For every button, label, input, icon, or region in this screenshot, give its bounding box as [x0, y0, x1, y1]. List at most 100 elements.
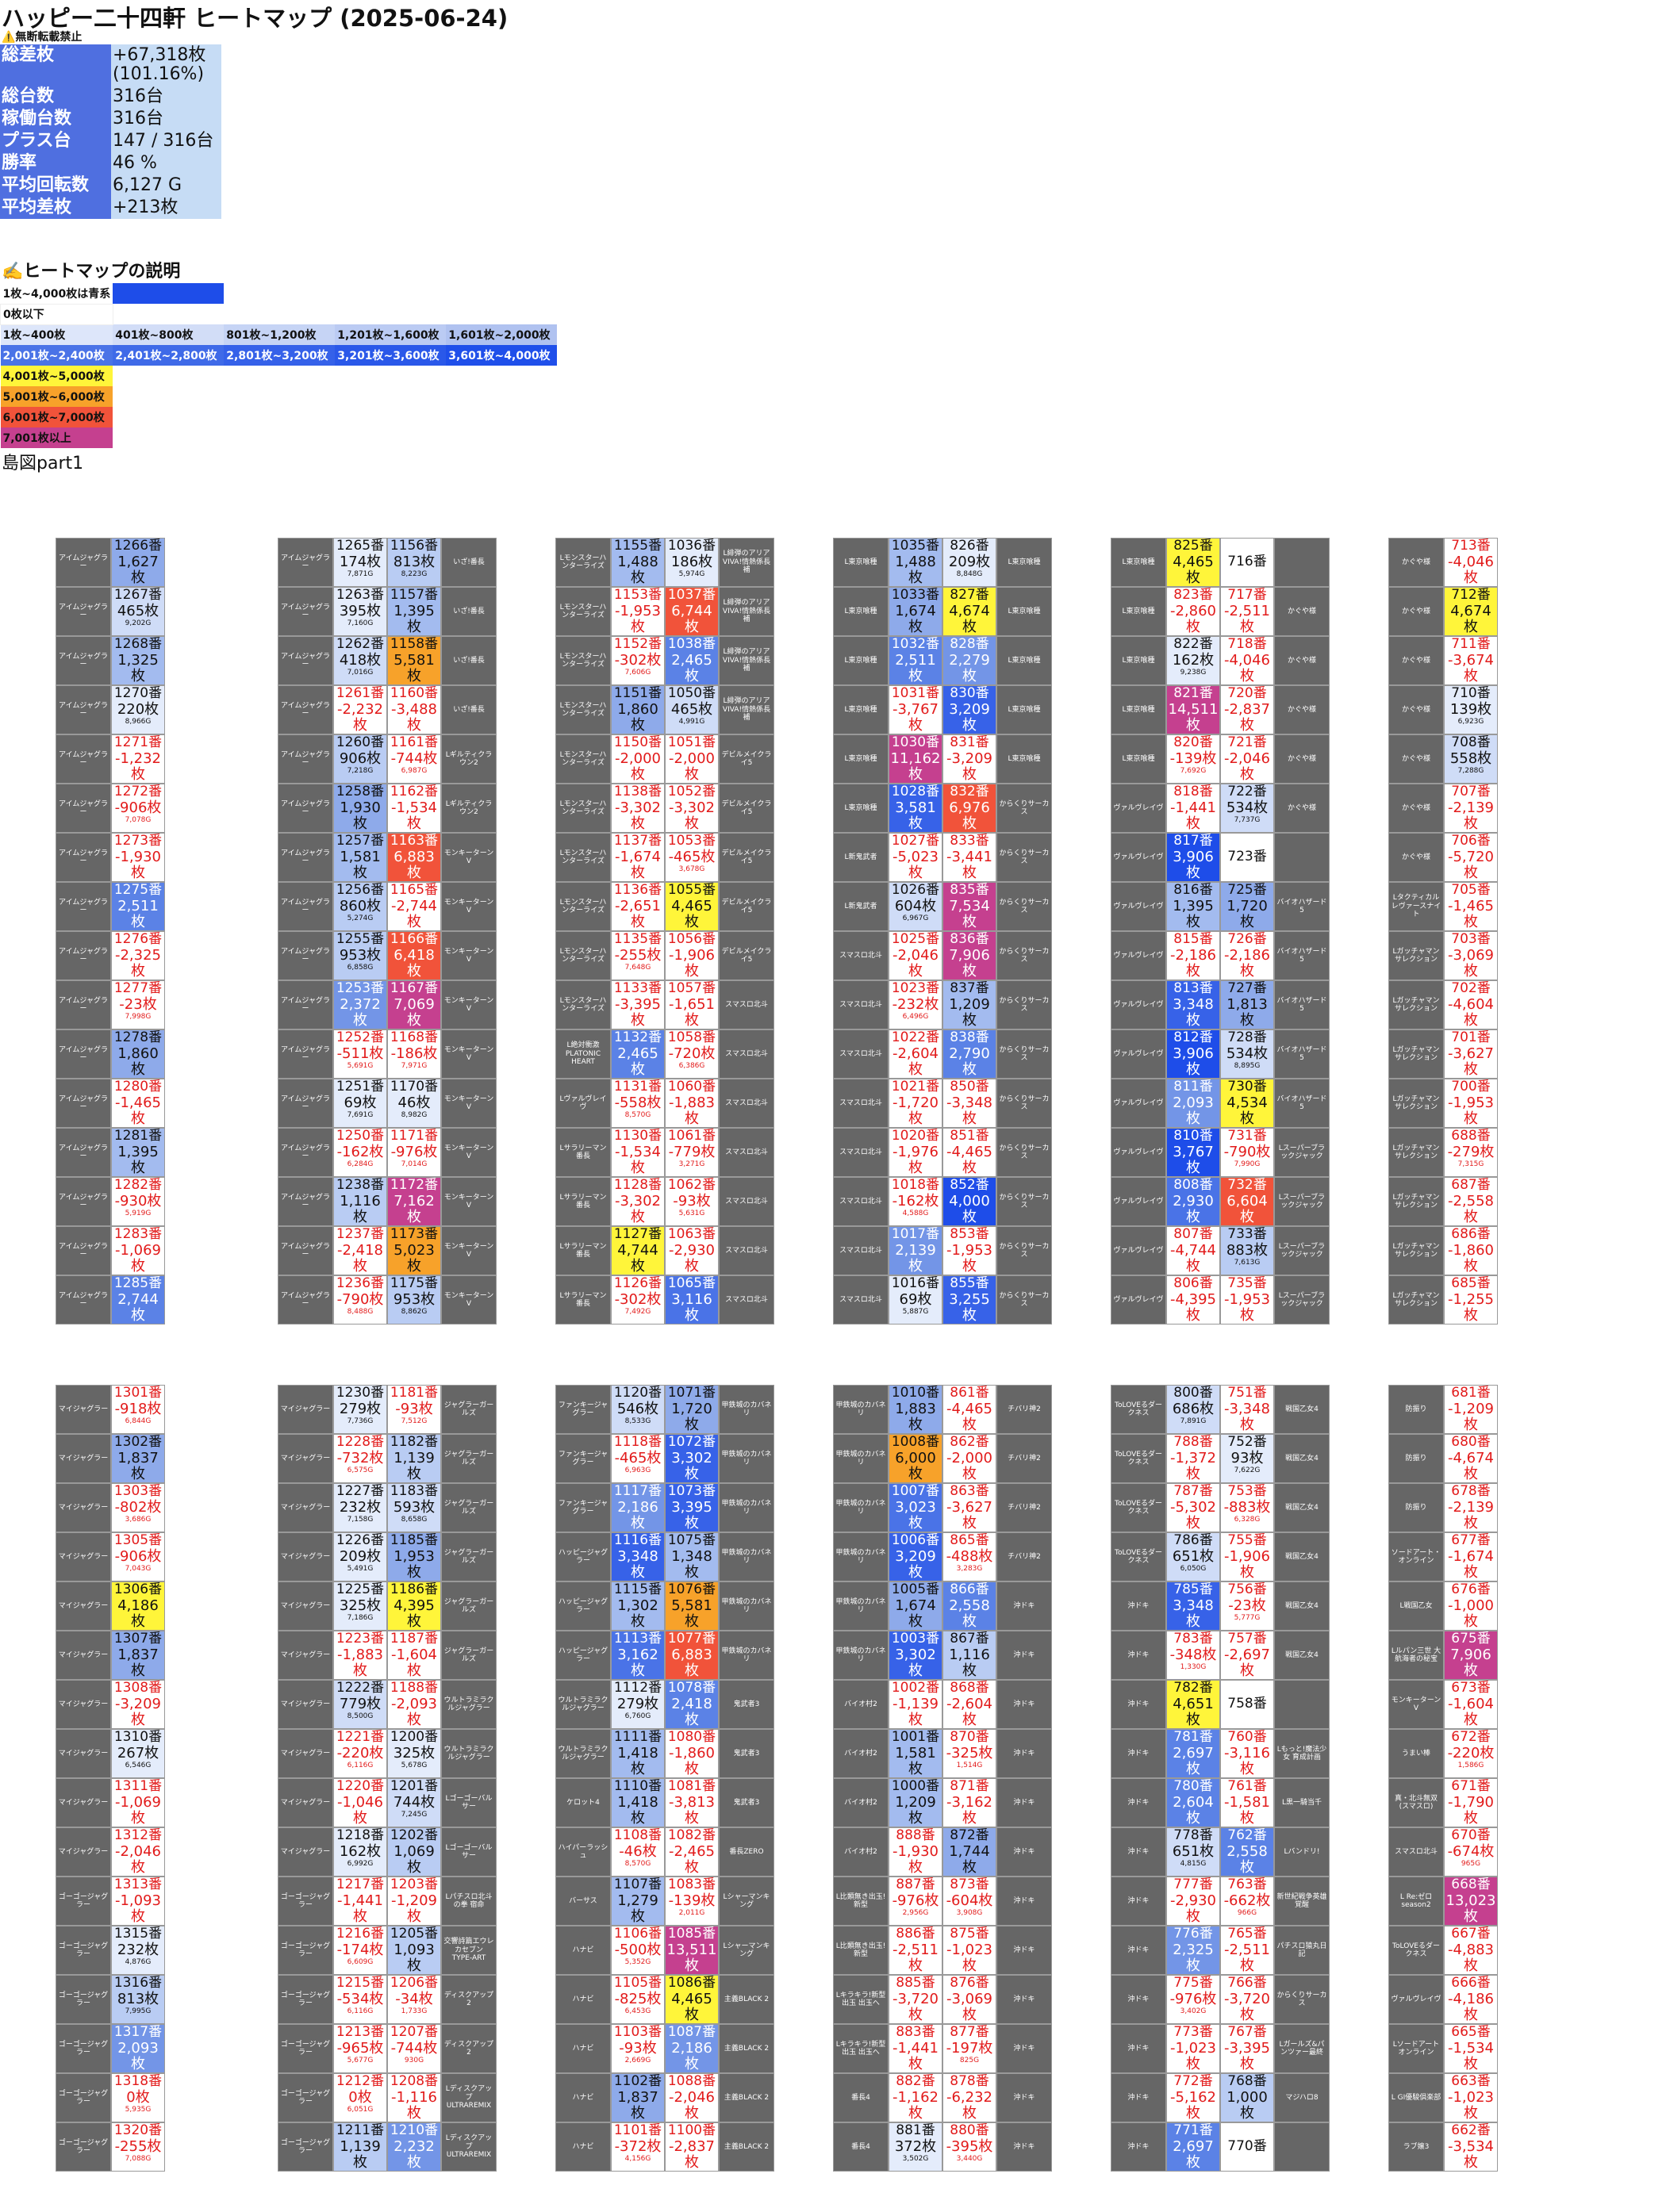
machine-cell[interactable]: 1056番-1,906枚4,817G — [665, 931, 719, 980]
machine-cell[interactable]: 1101番 -372枚 4,156G — [611, 2122, 665, 2172]
machine-cell[interactable]: 1036番 186枚 5,974G — [665, 538, 719, 587]
machine-cell[interactable]: 881番 372枚 3,502G — [889, 2122, 942, 2172]
machine-cell[interactable]: 751番-3,348枚4,328G — [1220, 1385, 1274, 1434]
machine-cell[interactable]: 1222番 779枚 8,500G — [333, 1680, 387, 1729]
machine-cell[interactable]: 1262番 418枚 7,016G — [333, 636, 387, 685]
machine-cell[interactable]: 770番 — [1220, 2122, 1274, 2172]
machine-cell[interactable]: 708番 558枚 7,288G — [1444, 734, 1498, 784]
machine-cell[interactable]: 1228番 -732枚 6,575G — [333, 1434, 387, 1483]
machine-cell[interactable]: 1282番 -930枚 5,919G — [111, 1177, 165, 1226]
machine-cell[interactable]: 713番-4,046枚7,099G — [1444, 538, 1498, 587]
machine-cell[interactable]: 1171番 -976枚 7,014G — [387, 1128, 441, 1177]
machine-cell[interactable]: 1313番-1,093枚4,688G — [111, 1877, 165, 1926]
machine-cell[interactable]: 1215番 -534枚 6,116G — [333, 1975, 387, 2024]
machine-cell[interactable]: 1311番-1,069枚6,396G — [111, 1778, 165, 1827]
machine-cell[interactable]: 875番-1,023枚3,648G — [942, 1926, 996, 1975]
machine-cell[interactable]: 1168番 -186枚 7,971G — [387, 1029, 441, 1079]
machine-cell[interactable]: 761番-1,581枚2,817G — [1220, 1778, 1274, 1827]
machine-cell[interactable]: 1236番 -790枚 8,488G — [333, 1275, 387, 1325]
machine-cell[interactable]: 1230番 279枚 7,736G — [333, 1385, 387, 1434]
machine-cell[interactable]: 1128番-3,302枚6,502G — [611, 1177, 665, 1226]
machine-cell[interactable]: 1112番 279枚 6,760G — [611, 1680, 665, 1729]
machine-cell[interactable]: 677番-1,674枚6,086G — [1444, 1532, 1498, 1581]
machine-cell[interactable]: 733番 883枚 7,613G — [1220, 1226, 1274, 1275]
machine-cell[interactable]: 688番 -279枚 7,315G — [1444, 1128, 1498, 1177]
machine-cell[interactable]: 728番 534枚 8,895G — [1220, 1029, 1274, 1079]
machine-cell[interactable]: 672番 -220枚 1,586G — [1444, 1729, 1498, 1778]
machine-cell[interactable]: 1183番 593枚 8,658G — [387, 1483, 441, 1532]
machine-cell[interactable]: 883番-1,441枚3,034G — [889, 2024, 942, 2073]
machine-cell[interactable]: 678番-2,139枚5,716G — [1444, 1483, 1498, 1532]
machine-cell[interactable]: 1223番-1,883枚3,916G — [333, 1631, 387, 1680]
machine-cell[interactable]: 1137番-1,674枚5,318G — [611, 833, 665, 882]
machine-cell[interactable]: 718番-4,046枚4,850G — [1220, 636, 1274, 685]
machine-cell[interactable]: 1276番-2,325枚4,849G — [111, 931, 165, 980]
machine-cell[interactable]: 1212番 0枚 6,051G — [333, 2073, 387, 2122]
machine-cell[interactable]: 870番 -325枚 1,514G — [942, 1729, 996, 1778]
machine-cell[interactable]: 1272番 -906枚 7,078G — [111, 784, 165, 833]
machine-cell[interactable]: 1103番 -93枚 2,669G — [611, 2024, 665, 2073]
machine-cell[interactable]: 1063番-2,930枚3,853G — [665, 1226, 719, 1275]
machine-cell[interactable]: 1207番 -744枚 930G — [387, 2024, 441, 2073]
machine-cell[interactable]: 1126番 -302枚 7,492G — [611, 1275, 665, 1325]
machine-cell[interactable]: 1218番 162枚 6,992G — [333, 1827, 387, 1877]
machine-cell[interactable]: 716番 — [1220, 538, 1274, 587]
machine-cell[interactable]: 1027番-5,023枚4,713G — [889, 833, 942, 882]
machine-cell[interactable]: 1135番 -255枚 7,648G — [611, 931, 665, 980]
machine-cell[interactable]: 1280番-1,465枚5,408G — [111, 1079, 165, 1128]
machine-cell[interactable]: 1263番 395枚 7,160G — [333, 587, 387, 636]
machine-cell[interactable]: 1152番 -302枚 7,606G — [611, 636, 665, 685]
machine-cell[interactable]: 1220番-1,046枚7,457G — [333, 1778, 387, 1827]
machine-cell[interactable]: 1255番 953枚 6,858G — [333, 931, 387, 980]
machine-cell[interactable]: 710番 139枚 6,923G — [1444, 685, 1498, 734]
machine-cell[interactable]: 701番-3,627枚6,806G — [1444, 1029, 1498, 1079]
